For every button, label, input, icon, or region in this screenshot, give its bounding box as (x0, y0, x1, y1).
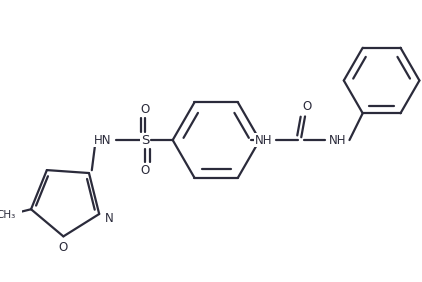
Text: N: N (106, 212, 114, 225)
Text: O: O (302, 100, 311, 113)
Text: CH₃: CH₃ (0, 210, 16, 221)
Text: S: S (141, 134, 149, 147)
Text: NH: NH (328, 134, 346, 147)
Text: NH: NH (255, 134, 272, 147)
Text: O: O (58, 241, 67, 254)
Text: O: O (141, 164, 150, 177)
Text: HN: HN (94, 134, 111, 147)
Text: O: O (141, 103, 150, 116)
